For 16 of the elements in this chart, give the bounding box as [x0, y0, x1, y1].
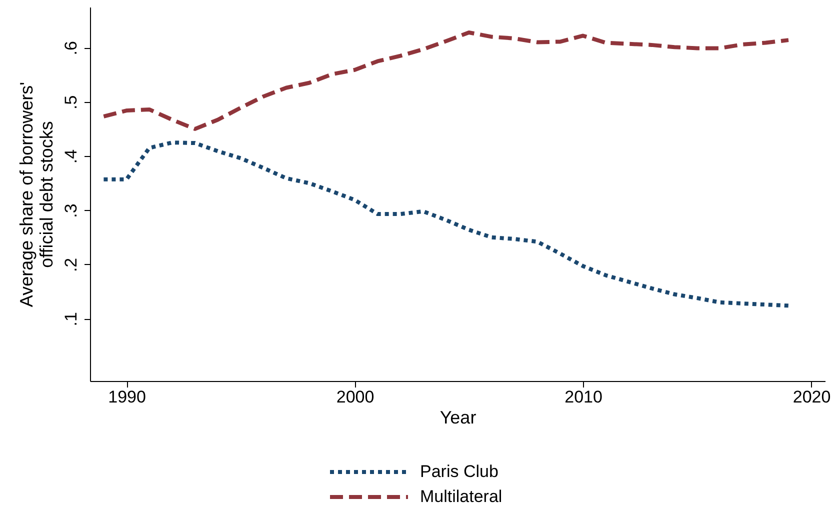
x-tick-label: 1990 — [108, 388, 146, 406]
y-tick-label: .3 — [62, 204, 80, 218]
x-tick-label: 2020 — [792, 388, 831, 406]
y-axis-title: Average share of borrowers' official debt stocks — [16, 82, 56, 308]
x-tick-label: 2000 — [336, 388, 374, 406]
y-tick-label: .5 — [62, 95, 80, 110]
x-tick-label: 2010 — [564, 388, 602, 406]
line-series — [102, 30, 790, 131]
y-tick-label: .2 — [62, 258, 80, 272]
x-axis-title: Year — [440, 408, 476, 428]
legend-label: Multilateral — [420, 487, 502, 506]
y-tick-label: .6 — [62, 41, 80, 56]
y-tick-label: .4 — [62, 149, 80, 164]
line-series — [102, 140, 790, 308]
legend-label: Paris Club — [420, 462, 498, 481]
y-tick-label: .1 — [62, 312, 80, 326]
